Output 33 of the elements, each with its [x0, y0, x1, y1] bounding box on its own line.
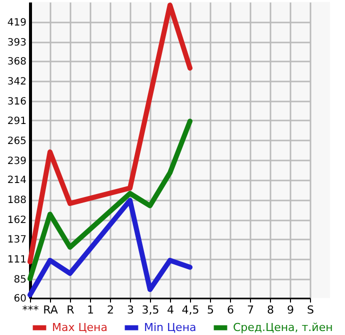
x-tick-label: R: [66, 304, 75, 316]
x-tick-label: 9: [287, 304, 294, 316]
x-tick-label: RA: [43, 304, 58, 316]
x-tick-label: 4,5: [182, 304, 200, 316]
x-tick-label: 6: [227, 304, 234, 316]
y-tick-label: 239: [7, 156, 26, 167]
y-tick-label: 291: [7, 116, 26, 127]
y-tick-label: 111: [7, 254, 26, 266]
y-tick-label: 188: [7, 195, 26, 206]
x-tick-label: 1: [87, 304, 94, 316]
x-tick-label: 7: [247, 304, 254, 316]
y-tick-label: 265: [7, 136, 26, 147]
x-tick-label: 4: [167, 304, 174, 316]
x-tick-label: 2: [107, 304, 114, 316]
y-tick-label: 316: [7, 96, 26, 108]
legend-label: Max Цена: [52, 320, 108, 334]
y-tick-label: 393: [7, 37, 26, 48]
legend-label: Min Цена: [144, 320, 196, 334]
x-tick-label: ***: [22, 304, 40, 316]
y-tick-label: 214: [7, 175, 26, 186]
y-tick-label: 60: [14, 294, 26, 304]
x-tick-label: 3,5: [142, 304, 160, 316]
legend-label: Сред.Цена, т.йен: [233, 320, 333, 334]
y-tick-label: 137: [7, 234, 26, 246]
y-tick-label: 419: [7, 17, 26, 28]
x-tick-label: S: [307, 304, 314, 316]
y-tick-label: 162: [7, 215, 26, 226]
y-tick-label: 342: [7, 76, 26, 88]
y-tick-label: 85: [14, 274, 26, 286]
x-tick-label: 8: [267, 304, 274, 316]
x-tick-label: 3: [127, 304, 134, 316]
y-tick-label: 368: [7, 56, 26, 68]
x-tick-label: 5: [207, 304, 214, 316]
